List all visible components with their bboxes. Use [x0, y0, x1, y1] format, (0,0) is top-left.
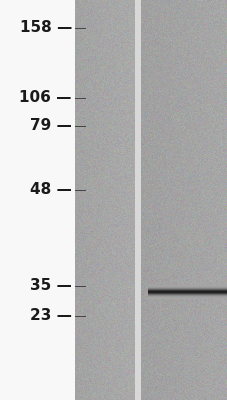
Text: 35 —: 35 — — [30, 278, 72, 294]
Text: 158 —: 158 — — [20, 20, 72, 36]
Text: 23 —: 23 — — [30, 308, 72, 324]
Bar — [0, 0, 75, 400]
Bar — [134, 0, 140, 400]
Text: 79 —: 79 — — [30, 118, 72, 134]
Text: 106 —: 106 — — [20, 90, 72, 106]
Text: 48 —: 48 — — [30, 182, 72, 198]
